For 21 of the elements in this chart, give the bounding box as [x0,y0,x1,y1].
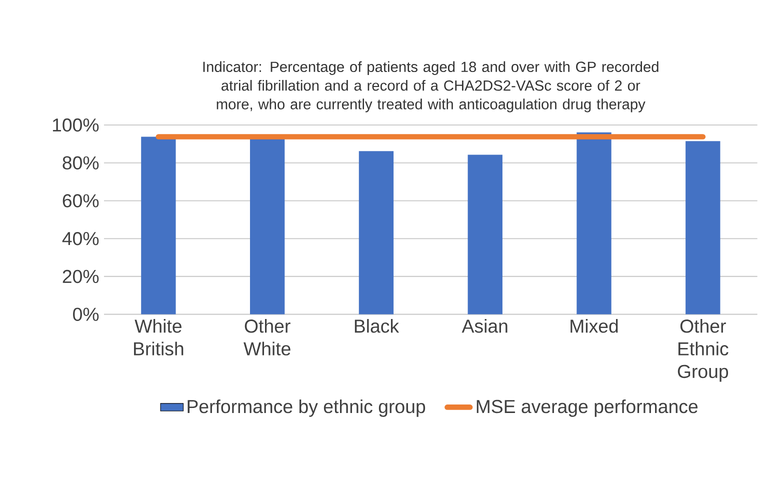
bar [250,138,285,314]
x-tick-label: Black [354,319,400,333]
y-tick-label: 80% [62,156,99,170]
legend-label: Performance by ethnic group [188,399,426,417]
x-tick-label: White British [134,319,184,356]
x-tick-label: Other White [244,319,290,356]
y-tick-label: 0% [73,308,99,321]
bar [468,154,502,314]
bar [358,151,394,314]
chart-title: Indicator: Percentage of patients aged 18 and over with GP recorded atrial fibrillation and a record of a CHA2DS2-VASc score of 2 or more, who are currently treated with anticoagulation drug therapy [203,61,658,112]
bar [141,136,176,314]
x-tick-label: Other Ethnic Group [678,319,728,382]
y-tick-label: 40% [62,232,99,246]
y-tick-label: 100% [52,118,99,132]
legend-label: MSE average performance [476,399,698,417]
y-tick-label: 20% [62,270,99,284]
bar [686,141,720,314]
x-tick-label: Asian [462,319,508,333]
y-tick-label: 60% [62,194,99,208]
x-tick-label: Mixed [570,319,618,333]
bar [576,132,612,314]
